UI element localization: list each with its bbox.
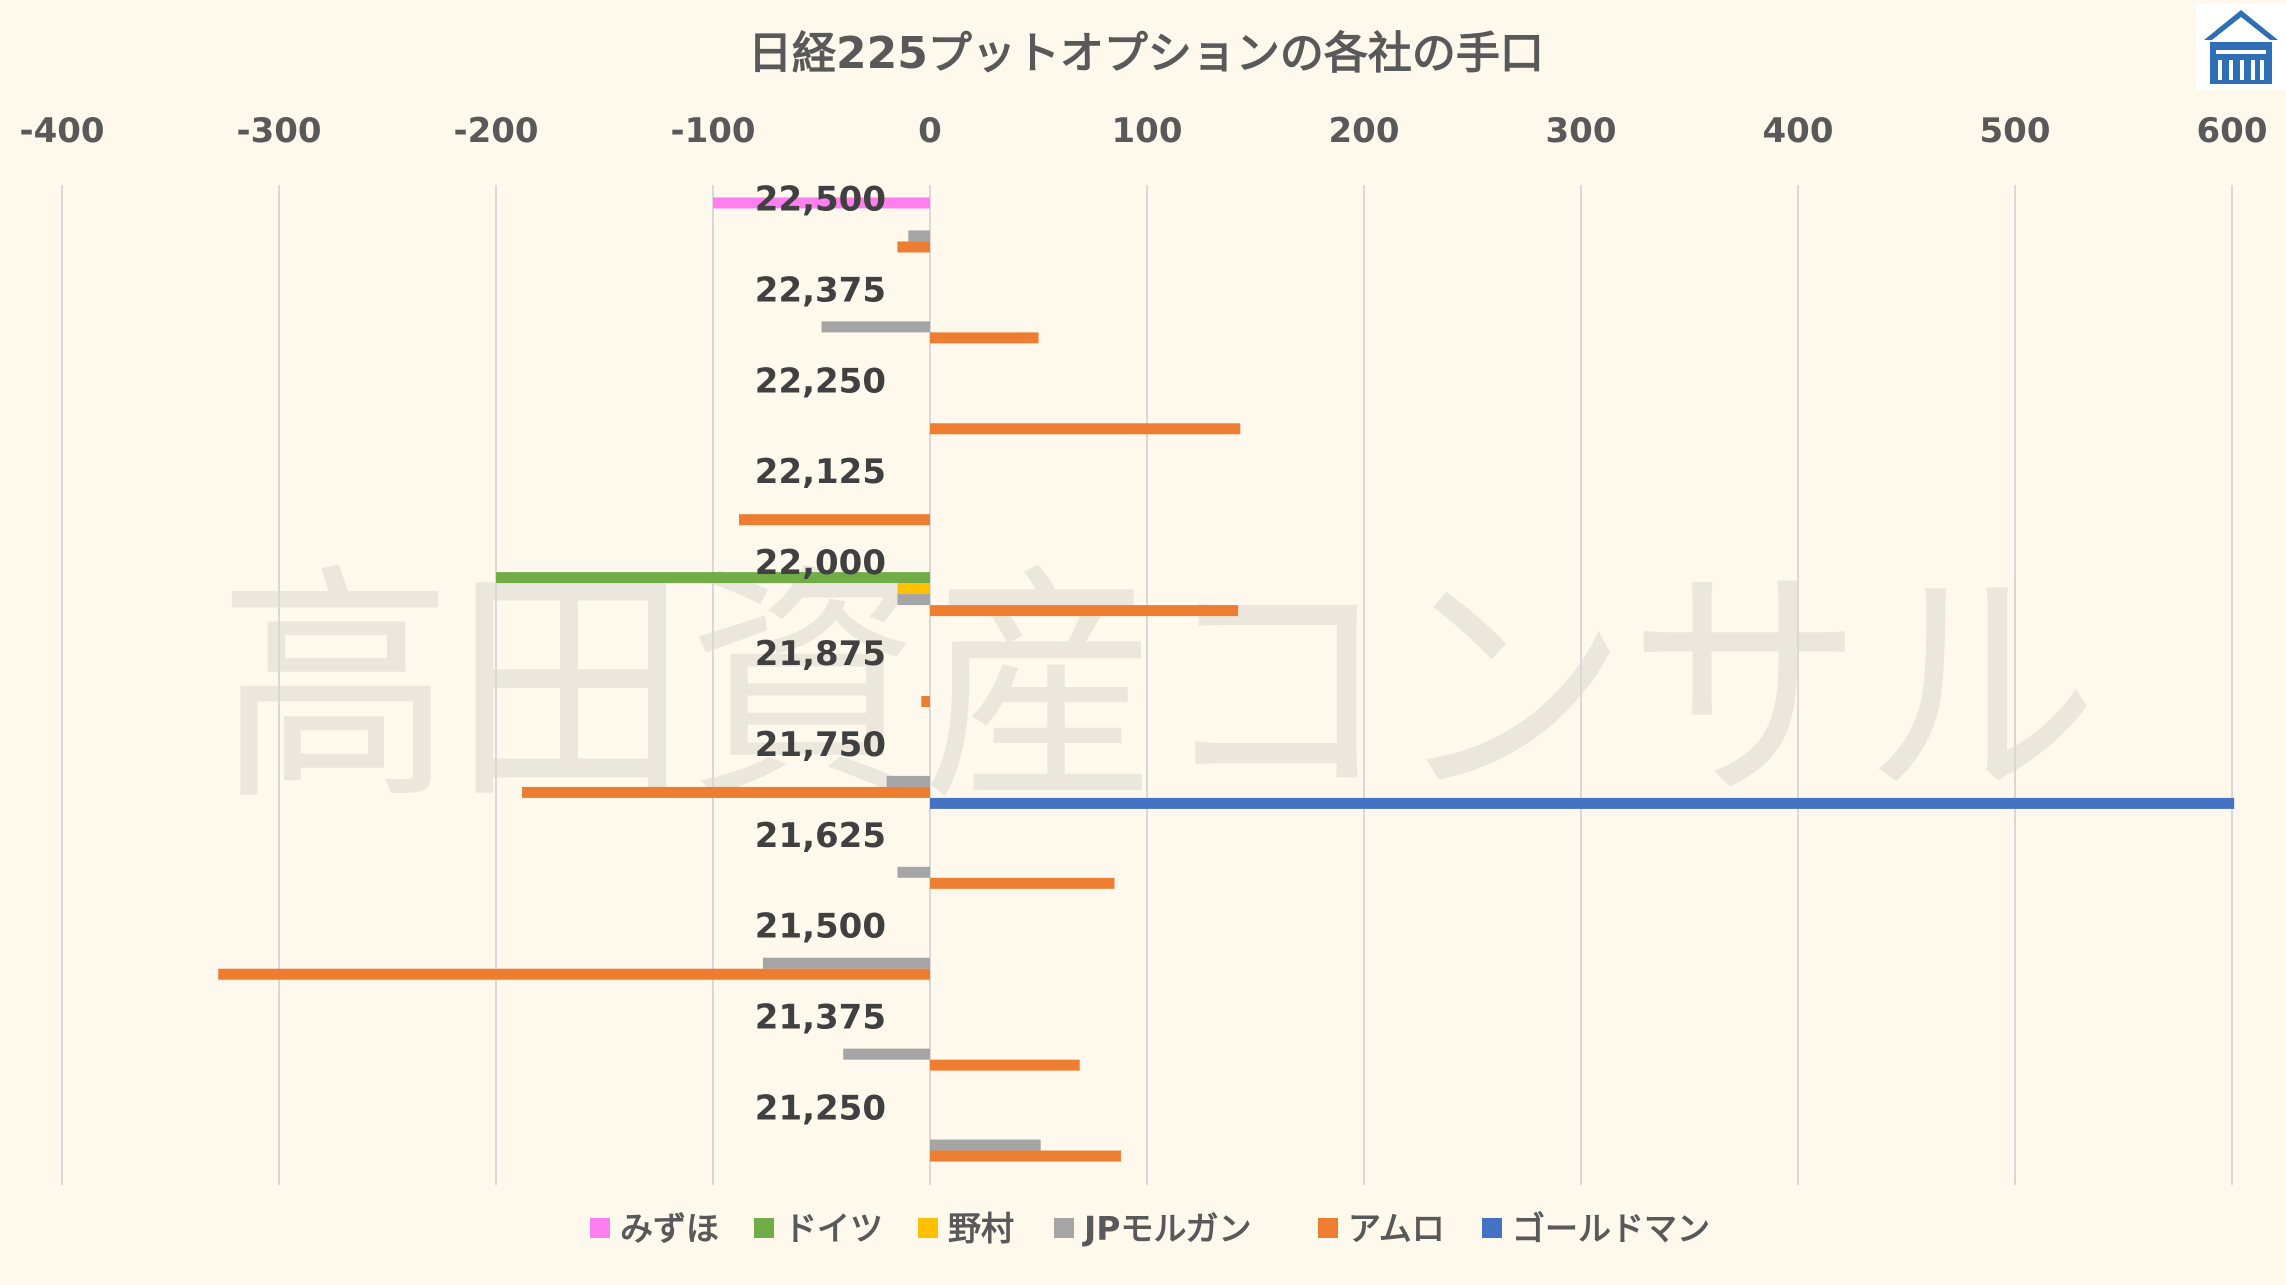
category-label: 22,250 [755, 361, 886, 401]
legend-swatch [754, 1218, 774, 1238]
bar [897, 594, 930, 606]
bar [930, 332, 1039, 344]
category-label: 22,000 [755, 543, 886, 583]
bar [930, 423, 1241, 435]
category-label: 21,625 [755, 816, 886, 856]
bars [218, 197, 2235, 1162]
bar [762, 957, 930, 969]
x-tick-label: 400 [1763, 111, 1834, 151]
x-axis-ticks: -400 -300 -200 -100 0 100 200 300 400 500 600 [19, 111, 2267, 151]
category-label: 21,250 [755, 1089, 886, 1129]
legend-label: ゴールドマン [1512, 1209, 1710, 1248]
bar [930, 797, 2235, 809]
category-label: 22,125 [755, 452, 886, 492]
bar [930, 1150, 1121, 1162]
chart-title: 日経225プットオプションの各社の手口 [748, 28, 1544, 79]
x-tick-label: -300 [236, 111, 321, 151]
x-tick-label: -200 [453, 111, 538, 151]
bar [897, 866, 930, 878]
legend-label: みずほ [620, 1209, 719, 1248]
bar [843, 1048, 930, 1060]
legend-swatch [1054, 1218, 1074, 1238]
legend-label: ドイツ [784, 1209, 883, 1248]
category-label: 21,500 [755, 907, 886, 947]
bar [897, 583, 930, 595]
bar [886, 775, 930, 787]
bar [821, 321, 930, 333]
legend-swatch [918, 1218, 938, 1238]
category-label: 21,375 [755, 998, 886, 1038]
bar [522, 786, 930, 798]
logo-icon [2196, 4, 2286, 90]
category-label: 21,750 [755, 725, 886, 765]
bar [739, 514, 930, 526]
gridlines [61, 185, 2233, 1185]
legend-label: JPモルガン [1082, 1209, 1251, 1248]
bar [930, 1059, 1080, 1071]
bar [908, 230, 930, 242]
bar [930, 605, 1239, 617]
bar [930, 877, 1115, 889]
x-tick-label: 600 [2197, 111, 2268, 151]
watermark: 高田資産コンサル [218, 543, 2098, 834]
x-tick-label: 0 [918, 111, 942, 151]
x-tick-label: 100 [1112, 111, 1183, 151]
bar [496, 572, 930, 584]
category-label: 21,875 [755, 634, 886, 674]
bar [897, 241, 930, 253]
x-tick-label: 300 [1546, 111, 1617, 151]
legend-swatch [590, 1218, 610, 1238]
x-tick-label: 200 [1329, 111, 1400, 151]
category-labels: 22,500 22,375 22,250 22,125 22,000 21,875 21,7… [755, 179, 886, 1128]
x-tick-label: -100 [670, 111, 755, 151]
x-tick-label: -400 [19, 111, 104, 151]
category-label: 22,500 [755, 179, 886, 219]
legend: みずほ ドイツ 野村 JPモルガン アムロ ゴールドマン [590, 1209, 1710, 1248]
legend-swatch [1482, 1218, 1502, 1238]
legend-label: 野村 [948, 1209, 1014, 1248]
legend-swatch [1318, 1218, 1338, 1238]
x-tick-label: 500 [1980, 111, 2051, 151]
category-label: 22,375 [755, 270, 886, 310]
legend-label: アムロ [1348, 1209, 1445, 1248]
bar [218, 968, 931, 980]
bar [921, 696, 930, 707]
bar [930, 1139, 1041, 1151]
bar [713, 197, 930, 209]
